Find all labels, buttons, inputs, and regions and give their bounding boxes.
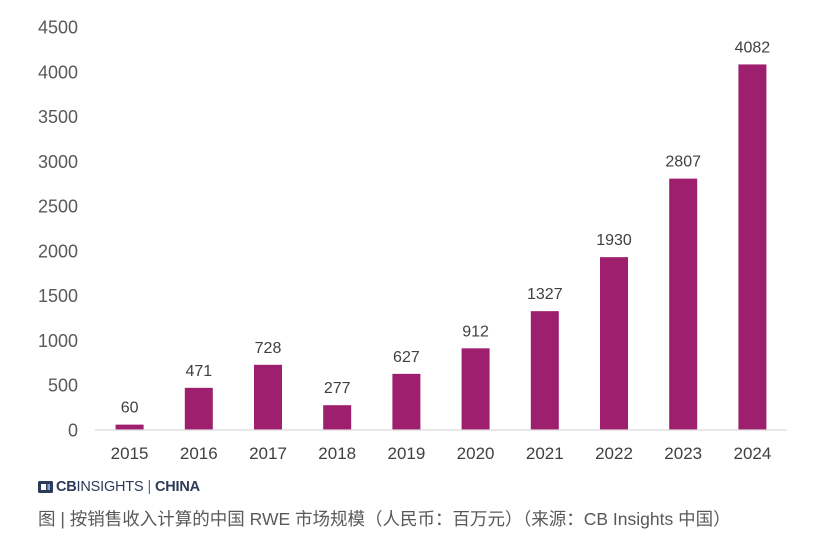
cb-insights-logo-icon: [38, 481, 53, 493]
data-label-2018: 277: [324, 380, 351, 397]
data-label-2022: 1930: [596, 232, 632, 249]
cb-insights-china-logo: CB INSIGHTS | CHINA: [38, 478, 200, 496]
logo-brand-bold: CB: [56, 479, 77, 495]
y-tick-label-2500: 2500: [38, 197, 78, 217]
data-label-2017: 728: [255, 340, 282, 357]
data-labels: 60 471 728 277 627 912 1327 1930 2807 4082: [121, 39, 771, 416]
x-tick-label-2017: 2017: [249, 444, 287, 463]
data-label-2016: 471: [185, 363, 212, 380]
x-axis: 2015 2016 2017 2018 2019 2020 2021 2022 2023 2024: [111, 444, 772, 463]
y-tick-label-4500: 4500: [38, 18, 78, 38]
data-label-2021: 1327: [527, 286, 563, 303]
x-tick-label-2018: 2018: [318, 444, 356, 463]
x-tick-label-2020: 2020: [457, 444, 495, 463]
bar-2015: [115, 424, 144, 430]
y-axis: 0 500 1000 1500 2000 2500 3000 3500 4000 4500: [38, 18, 78, 441]
y-tick-label-2000: 2000: [38, 241, 78, 261]
x-tick-label-2022: 2022: [595, 444, 633, 463]
bar-2017: [254, 364, 282, 430]
data-label-2023: 2807: [665, 154, 701, 171]
y-tick-label-4000: 4000: [38, 62, 78, 82]
logo-region: CHINA: [155, 479, 200, 495]
logo-brand-rest: INSIGHTS: [76, 479, 144, 495]
bar-2019: [392, 373, 421, 430]
bar-2018: [323, 405, 352, 430]
bars: [115, 64, 767, 431]
y-tick-label-3000: 3000: [38, 152, 78, 172]
bar-2021: [530, 311, 559, 430]
bar-2024: [738, 64, 767, 431]
bar-2022: [600, 257, 628, 430]
logo-separator: |: [147, 479, 152, 495]
y-tick-label-1500: 1500: [38, 286, 78, 306]
bar-2023: [669, 178, 698, 430]
figure-caption: 图 | 按销售收入计算的中国 RWE 市场规模（人民币：百万元）（来源：CB I…: [38, 509, 731, 529]
x-tick-label-2016: 2016: [180, 444, 218, 463]
x-tick-label-2019: 2019: [387, 444, 425, 463]
bar-chart: 0 500 1000 1500 2000 2500 3000 3500 4000 4500 60 4…: [38, 18, 787, 463]
y-tick-label-500: 500: [48, 376, 78, 396]
data-label-2024: 4082: [735, 39, 771, 56]
bar-2016: [184, 387, 213, 430]
bar-2020: [461, 348, 490, 430]
y-tick-label-1000: 1000: [38, 331, 78, 351]
data-label-2019: 627: [393, 349, 420, 366]
data-label-2020: 912: [462, 323, 489, 340]
x-tick-label-2023: 2023: [664, 444, 702, 463]
x-tick-label-2015: 2015: [111, 444, 149, 463]
x-tick-label-2024: 2024: [733, 444, 771, 463]
y-tick-label-0: 0: [68, 421, 78, 441]
x-tick-label-2021: 2021: [526, 444, 564, 463]
data-label-2015: 60: [121, 400, 139, 417]
y-tick-label-3500: 3500: [38, 107, 78, 127]
